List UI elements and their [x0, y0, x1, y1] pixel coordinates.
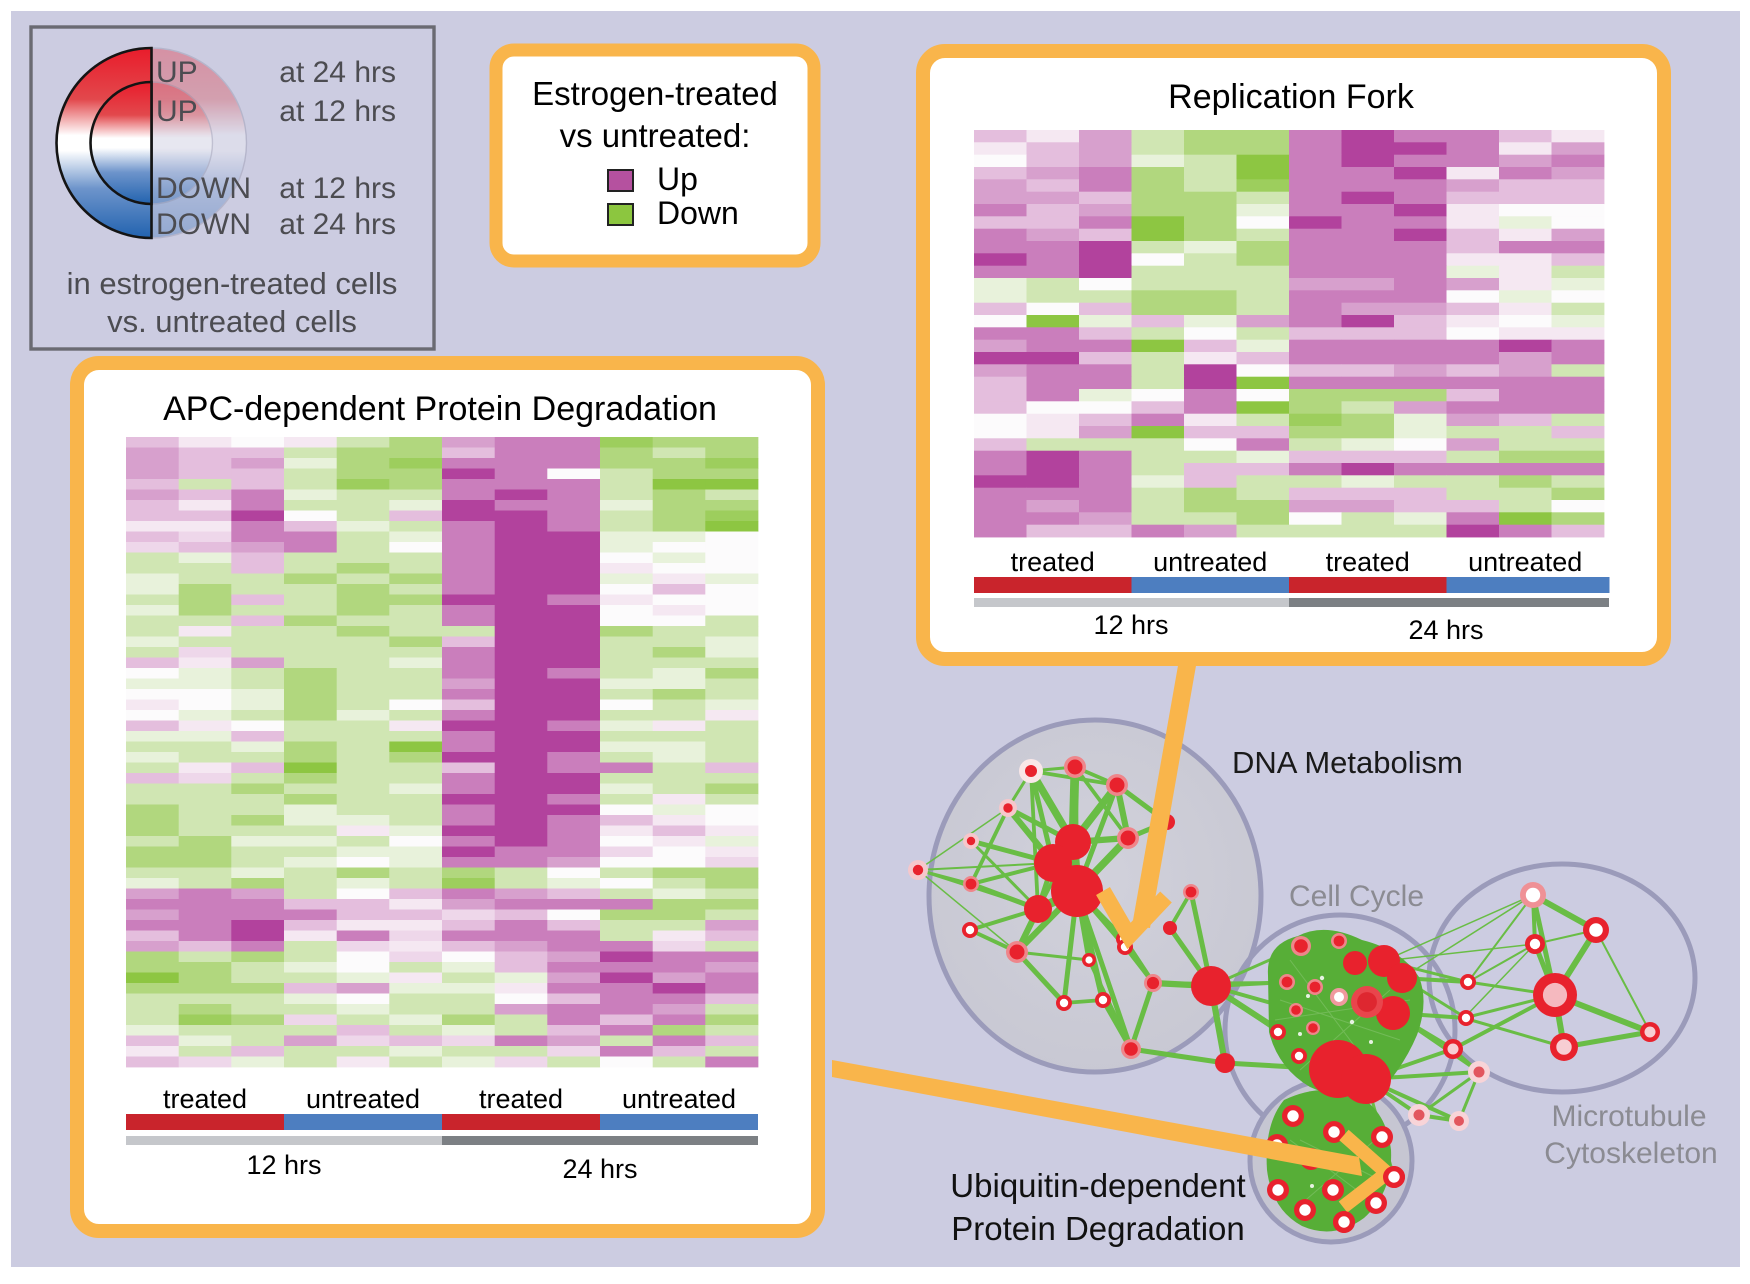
svg-text:at 24 hrs: at 24 hrs	[279, 208, 396, 241]
svg-text:DOWN: DOWN	[156, 208, 251, 241]
svg-text:treated: treated	[1326, 547, 1410, 577]
svg-text:Microtubule: Microtubule	[1551, 1100, 1706, 1133]
svg-text:in estrogen-treated cells: in estrogen-treated cells	[67, 266, 398, 301]
svg-text:treated: treated	[479, 1084, 563, 1114]
svg-text:UP: UP	[156, 95, 198, 128]
svg-text:treated: treated	[163, 1084, 247, 1114]
svg-text:APC-dependent Protein Degradat: APC-dependent Protein Degradation	[163, 390, 717, 428]
svg-text:12 hrs: 12 hrs	[246, 1150, 321, 1180]
svg-text:vs. untreated cells: vs. untreated cells	[107, 304, 357, 339]
svg-text:12 hrs: 12 hrs	[1093, 610, 1168, 640]
svg-text:Down: Down	[657, 195, 739, 231]
svg-text:24 hrs: 24 hrs	[562, 1154, 637, 1184]
svg-text:Protein Degradation: Protein Degradation	[951, 1210, 1245, 1247]
svg-text:Cytoskeleton: Cytoskeleton	[1544, 1137, 1717, 1170]
svg-text:untreated: untreated	[622, 1084, 736, 1114]
svg-text:at 24 hrs: at 24 hrs	[279, 56, 396, 89]
svg-text:24 hrs: 24 hrs	[1408, 615, 1483, 645]
svg-text:untreated: untreated	[1468, 547, 1582, 577]
svg-text:UP: UP	[156, 56, 198, 89]
svg-text:Up: Up	[657, 161, 698, 197]
svg-text:Estrogen-treated: Estrogen-treated	[532, 75, 778, 112]
svg-text:at 12 hrs: at 12 hrs	[279, 95, 396, 128]
svg-text:vs untreated:: vs untreated:	[560, 117, 751, 154]
svg-text:untreated: untreated	[306, 1084, 420, 1114]
svg-text:Replication Fork: Replication Fork	[1168, 78, 1415, 116]
svg-text:DOWN: DOWN	[156, 172, 251, 205]
svg-text:Ubiquitin-dependent: Ubiquitin-dependent	[950, 1167, 1245, 1204]
svg-text:DNA Metabolism: DNA Metabolism	[1232, 745, 1463, 780]
svg-text:untreated: untreated	[1153, 547, 1267, 577]
svg-text:treated: treated	[1011, 547, 1095, 577]
svg-text:Cell Cycle: Cell Cycle	[1289, 880, 1424, 913]
svg-text:at 12 hrs: at 12 hrs	[279, 172, 396, 205]
